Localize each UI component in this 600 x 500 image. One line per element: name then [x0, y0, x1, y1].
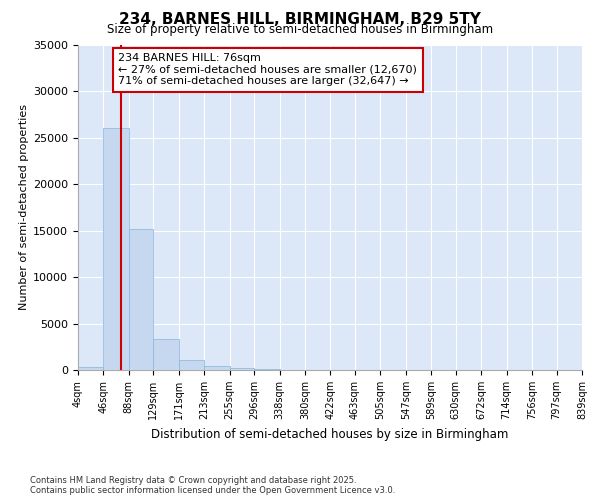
- Bar: [204, 366, 230, 370]
- Text: Size of property relative to semi-detached houses in Birmingham: Size of property relative to semi-detach…: [107, 22, 493, 36]
- Text: 234, BARNES HILL, BIRMINGHAM, B29 5TY: 234, BARNES HILL, BIRMINGHAM, B29 5TY: [119, 12, 481, 28]
- Bar: [129, 229, 154, 370]
- Bar: [179, 360, 204, 370]
- Bar: [154, 339, 179, 370]
- Y-axis label: Number of semi-detached properties: Number of semi-detached properties: [19, 104, 29, 310]
- Text: 234 BARNES HILL: 76sqm
← 27% of semi-detached houses are smaller (12,670)
71% of: 234 BARNES HILL: 76sqm ← 27% of semi-det…: [118, 53, 417, 86]
- Bar: [230, 368, 254, 370]
- Bar: [103, 128, 129, 370]
- Text: Contains HM Land Registry data © Crown copyright and database right 2025.
Contai: Contains HM Land Registry data © Crown c…: [30, 476, 395, 495]
- Bar: [78, 367, 103, 370]
- X-axis label: Distribution of semi-detached houses by size in Birmingham: Distribution of semi-detached houses by …: [151, 428, 509, 440]
